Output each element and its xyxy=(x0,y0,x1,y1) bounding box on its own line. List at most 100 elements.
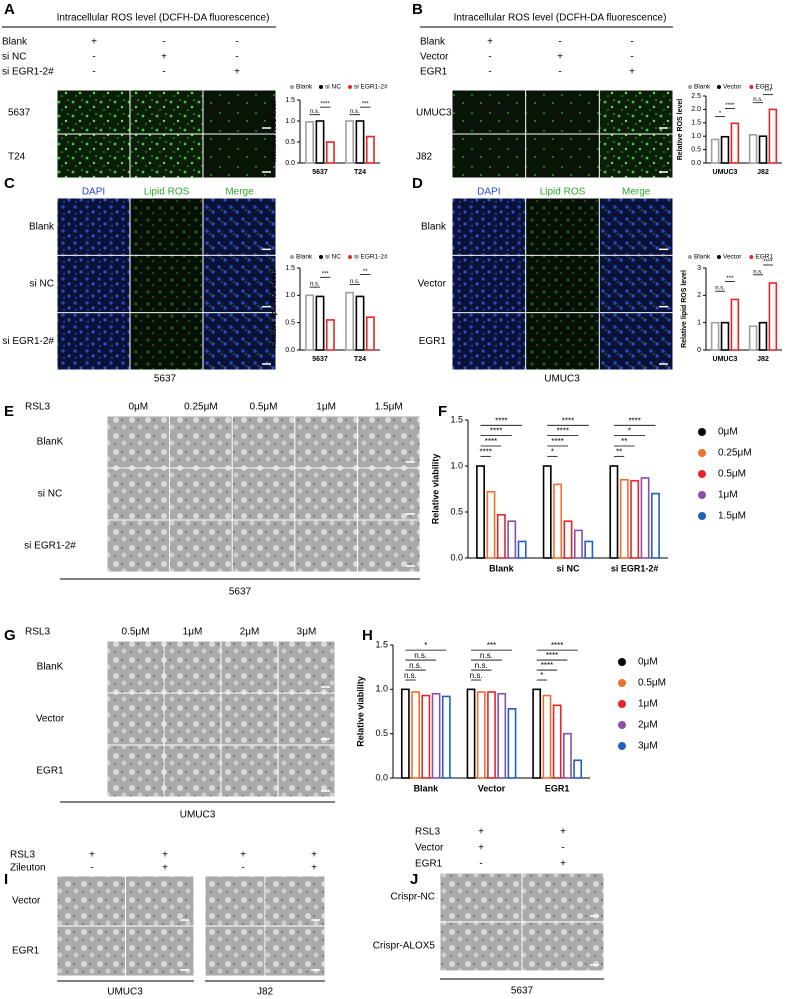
legend-label: 0μM xyxy=(718,427,738,438)
significance-label: **** xyxy=(485,437,497,446)
x-tick-label: 5637 xyxy=(312,169,328,176)
bar xyxy=(496,513,506,559)
micrograph xyxy=(278,693,335,745)
micrograph xyxy=(164,641,221,693)
column-label: 2μM xyxy=(240,627,260,638)
micrograph xyxy=(107,468,170,520)
condition-label: si EGR1-2# xyxy=(2,67,54,78)
bar xyxy=(365,135,375,164)
micrograph xyxy=(126,926,194,976)
bar xyxy=(355,295,365,351)
micrograph xyxy=(357,520,420,572)
y-tick-label: 1.0 xyxy=(691,133,701,140)
condition-label: Blank xyxy=(420,37,446,48)
bar xyxy=(532,688,542,779)
micrograph xyxy=(130,134,203,178)
micrograph xyxy=(452,313,526,370)
condition-mark: + xyxy=(89,850,95,861)
legend-label: Blank xyxy=(694,254,711,261)
row-label: EGR1 xyxy=(12,946,40,957)
row-label: T24 xyxy=(8,152,26,163)
column-label: Lipid ROS xyxy=(144,187,190,198)
legend-marker xyxy=(618,700,626,708)
y-tick-label: 0.5 xyxy=(691,146,701,153)
row-label: EGR1 xyxy=(419,336,447,347)
micrograph xyxy=(526,198,599,255)
condition-mark: - xyxy=(558,67,561,78)
y-tick-label: 0.0 xyxy=(375,772,388,782)
column-label: 3μM xyxy=(297,627,317,638)
column-label: Merge xyxy=(622,187,651,198)
significance-label: *** xyxy=(487,641,496,650)
condition-mark: + xyxy=(311,850,317,861)
micrograph xyxy=(57,313,130,370)
significance-label: **** xyxy=(480,447,492,456)
legend-label: si NC xyxy=(325,84,341,91)
treatment-label: RSL3 xyxy=(25,627,50,638)
legend-marker xyxy=(698,470,706,478)
column-label: 1μM xyxy=(316,402,336,413)
significance-label: n.s. xyxy=(404,671,417,680)
micrograph xyxy=(526,90,599,134)
micrograph xyxy=(57,926,125,976)
significance-label: n.s. xyxy=(310,109,320,115)
significance-label: n.s. xyxy=(350,109,360,115)
bar xyxy=(720,135,730,164)
micrograph xyxy=(265,926,325,976)
condition-mark: + xyxy=(560,859,566,870)
y-tick-label: 0.5 xyxy=(285,320,295,327)
legend-label: 1μM xyxy=(638,699,658,710)
micrograph xyxy=(107,416,170,468)
significance-label: * xyxy=(424,641,427,650)
bar xyxy=(748,134,758,164)
y-tick-label: 0.5 xyxy=(375,728,388,738)
significance-label: **** xyxy=(321,102,331,108)
micrograph xyxy=(203,198,276,255)
micrograph xyxy=(107,520,170,572)
x-tick-label: T24 xyxy=(354,169,366,176)
condition-mark: - xyxy=(241,863,244,874)
bar xyxy=(768,282,778,351)
y-tick-label: 0.0 xyxy=(450,552,463,562)
micrograph xyxy=(221,745,278,797)
significance-label: **** xyxy=(541,661,553,670)
micrograph xyxy=(130,313,203,370)
condition-label: Zileuton xyxy=(10,863,46,874)
bar xyxy=(584,540,594,559)
significance-label: * xyxy=(719,111,722,117)
significance-label: *** xyxy=(362,102,370,108)
bar xyxy=(563,732,572,779)
panel-caption: UMUC3 xyxy=(544,374,580,385)
bar xyxy=(487,691,496,779)
condition-mark: - xyxy=(479,859,482,870)
legend-marker xyxy=(717,255,721,259)
y-axis-label: Relative lipid ROS level xyxy=(681,270,688,348)
legend-marker xyxy=(698,512,706,520)
y-tick-label: 1.0 xyxy=(375,684,388,694)
legend-label: EGR1 xyxy=(755,84,773,91)
bar xyxy=(411,691,420,779)
row-label: si EGR1-2# xyxy=(24,541,76,552)
bar xyxy=(325,141,335,164)
legend-label: Vector xyxy=(723,84,742,91)
bar xyxy=(640,477,650,559)
legend-marker xyxy=(698,428,706,436)
y-tick-label: 3 xyxy=(697,265,701,272)
legend-label: 1μM xyxy=(718,490,738,501)
significance-label: **** xyxy=(725,103,735,109)
significance-label: ** xyxy=(363,269,368,275)
y-axis-label: Relative viability xyxy=(430,454,440,525)
legend-label: 2μM xyxy=(638,720,658,731)
bar xyxy=(431,692,441,779)
micrograph xyxy=(221,693,278,745)
column-label: 0μM xyxy=(128,402,148,413)
bar xyxy=(497,692,507,779)
panel-letter: J xyxy=(410,871,418,888)
row-label: BlanK xyxy=(37,662,64,673)
y-axis-label: Relative lipid ROS level xyxy=(271,270,278,348)
y-tick-label: 0.5 xyxy=(285,139,295,146)
micrograph xyxy=(205,876,265,926)
micrograph xyxy=(57,198,130,255)
y-tick-label: 2 xyxy=(697,292,701,299)
